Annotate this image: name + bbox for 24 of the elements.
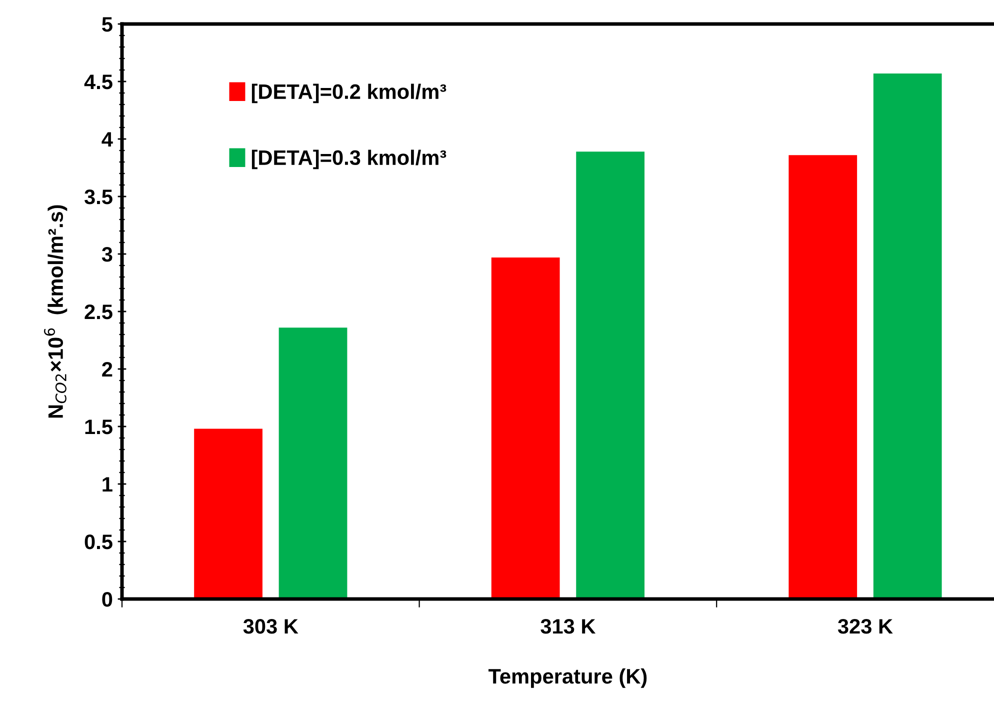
y-tick-label: 1.5: [85, 420, 112, 434]
legend-label: [DETA]=0.2 kmol/m³: [252, 84, 446, 104]
y-axis-title: N$_{CO2}$×10$^{6}$ (kmol/m².s): [44, 205, 68, 418]
y-tick-label: 0.5: [84, 534, 112, 550]
y-tick-label: 3.5: [84, 190, 112, 204]
y-tick-label: 2.5: [84, 304, 112, 320]
bar: [576, 152, 644, 599]
bar: [278, 328, 348, 599]
y-tick-label: 4: [102, 132, 113, 147]
y-tick-label: 3: [102, 247, 112, 262]
y-tick-label: 2: [102, 362, 112, 377]
x-tick-label: 313 K: [540, 618, 596, 634]
y-tick-label: 1: [102, 477, 112, 492]
legend-label: [DETA]=0.3 kmol/m³: [252, 150, 446, 170]
x-axis-title: Temperature (K): [488, 668, 647, 688]
y-tick-label: 4.5: [84, 74, 112, 90]
y-tick-label: 0: [102, 592, 112, 607]
y-tick-label: 5: [102, 17, 112, 32]
bar: [788, 155, 858, 599]
x-tick-label: 303 K: [243, 618, 298, 634]
bar: [491, 257, 560, 599]
bar: [194, 428, 262, 599]
x-tick-label: 323 K: [838, 618, 893, 634]
bar: [873, 73, 942, 599]
